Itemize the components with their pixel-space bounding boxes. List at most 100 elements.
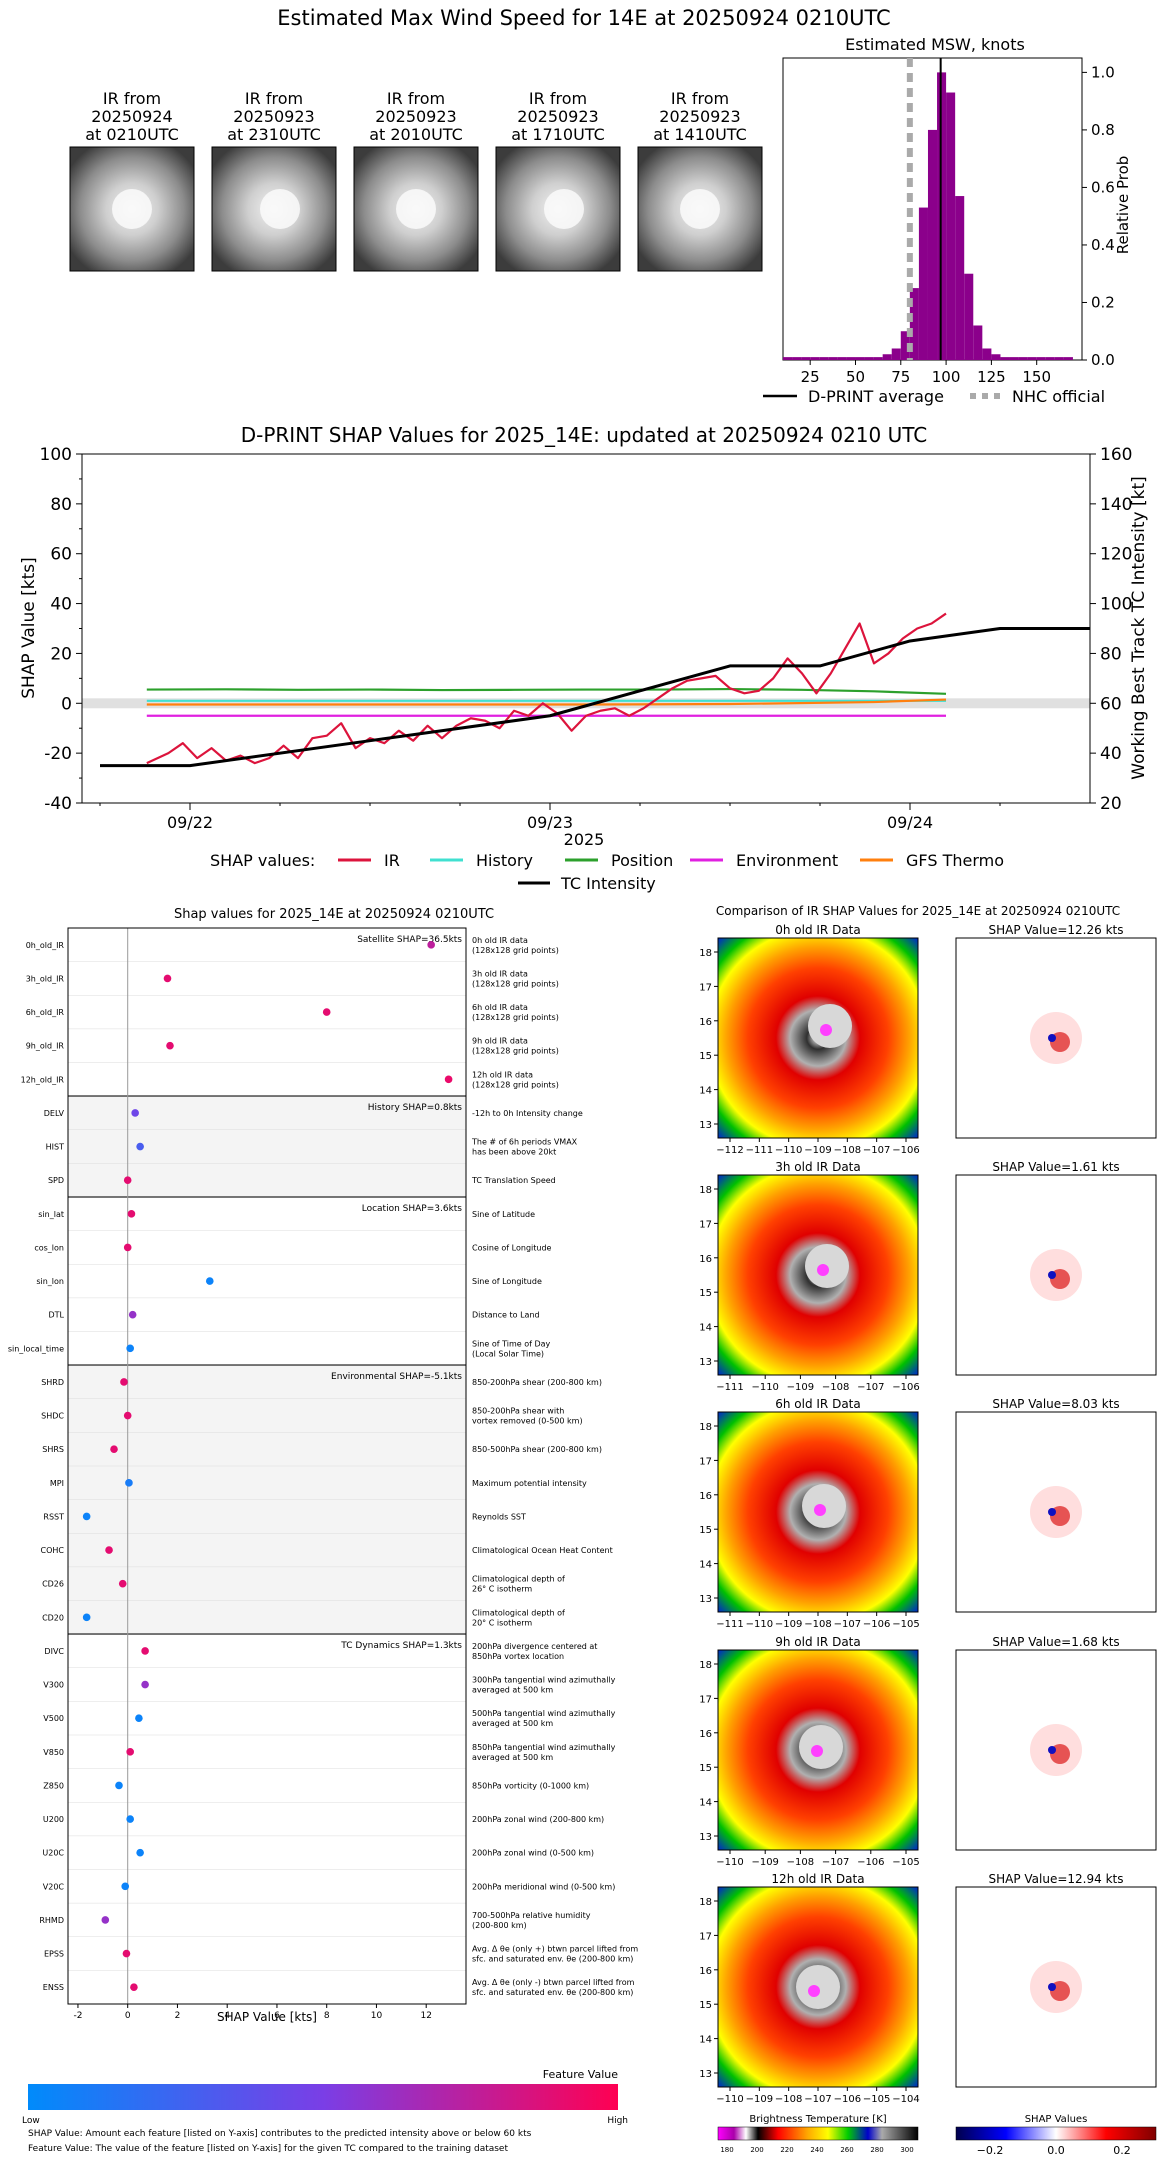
footnote-shap: SHAP Value: Amount each feature [listed … <box>28 2129 532 2139</box>
shap-xtick-label: 10 <box>371 2011 383 2021</box>
shap-group-label: History SHAP=0.8kts <box>368 1103 463 1113</box>
shap-colorbar-tick: 0.2 <box>1113 2144 1131 2157</box>
feature-description: (200-800 km) <box>472 1921 527 1930</box>
hist-bar <box>1063 357 1073 360</box>
feature-point <box>136 1142 144 1151</box>
feature-point <box>82 1512 91 1521</box>
thumbnail-caption-line: IR from <box>103 89 161 108</box>
ir-xtick-label: −106 <box>857 1857 884 1868</box>
feature-name: SHRD <box>41 1378 64 1387</box>
shap-group-label: TC Dynamics SHAP=1.3kts <box>340 1641 462 1651</box>
feature-description: 700-500hPa relative humidity <box>472 1911 591 1920</box>
ir-xtick-label: −107 <box>834 1619 861 1630</box>
feature-name: HIST <box>46 1143 64 1152</box>
feature-description: 850hPa tangential wind azimuthally <box>472 1743 616 1752</box>
shap-panel-title: SHAP Value=12.26 kts <box>989 923 1124 937</box>
feature-point <box>125 1479 133 1487</box>
ir-xtick-label: −109 <box>787 1382 814 1393</box>
hist-bar <box>955 196 965 360</box>
ir-xtick-label: −107 <box>857 1382 884 1393</box>
ts-y2tick-label: 120 <box>1100 545 1132 565</box>
thumbnail-caption-line: IR from <box>671 89 729 108</box>
ir-xtick-label: −107 <box>822 1857 849 1868</box>
feature-point <box>121 1882 130 1891</box>
shap-panel-title: SHAP Value=12.94 kts <box>989 1872 1124 1886</box>
hist-bar <box>1009 357 1019 360</box>
hist-bar <box>891 348 901 360</box>
shap-map-negative <box>1048 1034 1056 1042</box>
ir-xtick-label: −111 <box>746 1145 773 1156</box>
hist-xtick-label: 150 <box>1022 368 1051 386</box>
ir-xtick-label: −106 <box>834 2094 861 2105</box>
ts-ytick-label: 0 <box>61 694 72 714</box>
series-line-position <box>146 687 947 695</box>
feature-description: 9h old IR data <box>472 1037 528 1046</box>
feature-point <box>166 1041 174 1050</box>
thumbnail-caption-line: 20250924 <box>91 107 172 126</box>
feature-description: 3h old IR data <box>472 969 528 978</box>
feature-point <box>82 1613 91 1622</box>
feature-description: 850-500hPa shear (200-800 km) <box>472 1445 602 1454</box>
hist-ytick-label: 0.8 <box>1091 121 1115 139</box>
feature-name: cos_lon <box>34 1243 64 1252</box>
feature-point <box>130 1983 138 1991</box>
hist-ytick-label: 0.6 <box>1091 178 1115 196</box>
ir-thumbnail-eyewall <box>396 189 436 229</box>
ts-y2tick-label: 160 <box>1100 445 1132 465</box>
feature-point <box>101 1916 110 1924</box>
thumbnail-caption-line: at 0210UTC <box>85 125 179 144</box>
thumbnail-caption-line: 20250923 <box>659 107 740 126</box>
hist-bar <box>783 357 793 360</box>
feature-description: Sine of Latitude <box>472 1210 535 1219</box>
thumbnail-caption-line: 20250923 <box>233 107 314 126</box>
feature-point <box>115 1781 123 1790</box>
ir-xtick-label: −106 <box>863 1619 890 1630</box>
feature-description: (128x128 grid points) <box>472 1013 559 1022</box>
bt-colorbar-tick: 180 <box>720 2146 733 2154</box>
ir-ytick-label: 18 <box>699 1422 712 1433</box>
ir-xtick-label: −105 <box>863 2094 890 2105</box>
hist-xtick-label: 75 <box>891 368 910 386</box>
thumbnail-caption-line: at 1410UTC <box>653 125 747 144</box>
feature-description: TC Translation Speed <box>471 1176 556 1185</box>
shap-xtick-label: 8 <box>324 2011 330 2021</box>
feature-description: 200hPa zonal wind (200-800 km) <box>472 1815 604 1824</box>
ts-legend-label: GFS Thermo <box>906 851 1004 870</box>
feature-description: Reynolds SST <box>472 1512 526 1521</box>
shap-panel-title: SHAP Value=8.03 kts <box>992 1397 1119 1411</box>
colorbar-title: Feature Value <box>543 2068 619 2081</box>
feature-point <box>135 1714 143 1722</box>
ir-ytick-label: 17 <box>699 1219 712 1230</box>
feature-point <box>128 1310 137 1319</box>
ir-ytick-label: 13 <box>699 1594 712 1605</box>
feature-description: Avg. Δ θe (only +) btwn parcel lifted fr… <box>472 1945 638 1954</box>
feature-point <box>163 974 172 983</box>
ir-xtick-label: −107 <box>804 2094 831 2105</box>
feature-name: DIVC <box>44 1647 64 1656</box>
feature-description: (128x128 grid points) <box>472 979 559 988</box>
feature-description: 500hPa tangential wind azimuthally <box>472 1709 616 1718</box>
hist-bar <box>810 357 820 360</box>
feature-description: 200hPa meridional wind (0-500 km) <box>472 1882 615 1891</box>
ir-ytick-label: 14 <box>699 2035 712 2046</box>
ir-xtick-label: −108 <box>822 1382 849 1393</box>
shap-xtick-label: 6 <box>274 2011 280 2021</box>
shap-group-bg <box>68 1197 466 1366</box>
feature-description: Sine of Longitude <box>472 1277 542 1286</box>
hist-bar <box>864 357 874 360</box>
hist-bar <box>819 357 829 360</box>
feature-name: 0h_old_IR <box>26 941 65 950</box>
feature-description: vortex removed (0-500 km) <box>472 1417 583 1426</box>
hist-bar <box>846 357 856 360</box>
ts-ylabel-right: Working Best Track TC Intensity [kt] <box>1129 476 1149 780</box>
ir-ytick-label: 18 <box>699 1185 712 1196</box>
legend-nhc-label: NHC official <box>1012 387 1105 406</box>
hist-bar <box>828 357 838 360</box>
ir-xtick-label: −110 <box>751 1382 778 1393</box>
ts-y2tick-label: 20 <box>1100 794 1122 814</box>
ir-ytick-label: 13 <box>699 1357 712 1368</box>
hist-bar <box>982 348 992 360</box>
ir-comparison-panels: 0h old IR Data−112 −111 −110 −109 −108 −107 −1… <box>699 923 1157 2105</box>
ir-xtick-label: −108 <box>834 1145 861 1156</box>
